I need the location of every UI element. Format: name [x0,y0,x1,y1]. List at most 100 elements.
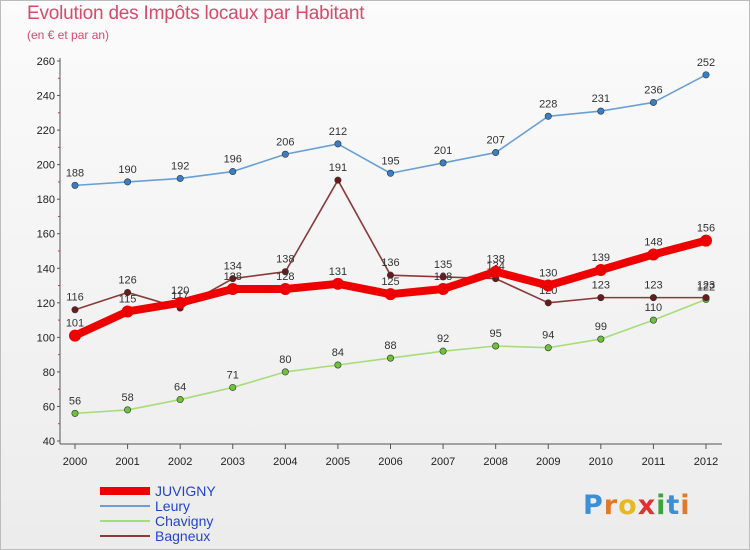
y-tick-label: 160 [37,229,55,241]
data-point-juvigny [226,283,239,295]
data-label-leury: 188 [66,167,84,179]
data-label-leury: 190 [118,164,136,176]
logo-letter: i [680,490,691,521]
y-tick-label: 100 [37,332,55,344]
y-tick-label: 180 [37,194,55,206]
legend-label: Leury [155,498,191,514]
x-tick-label: 2011 [642,456,666,468]
data-label-leury: 207 [486,135,504,147]
data-point-juvigny [647,248,660,261]
data-label-chavigny: 94 [542,330,554,342]
x-tick-label: 2005 [326,456,350,468]
data-point-chavigny [281,368,289,376]
legend-swatch [100,505,150,507]
proxiti-logo: Proxiti [583,490,691,521]
data-point-bagneux [71,306,79,314]
data-point-bagneux [281,268,289,276]
data-label-chavigny: 64 [174,382,186,394]
legend-swatch [100,487,150,495]
data-point-bagneux [386,271,394,279]
data-point-chavigny [176,396,184,404]
logo-letter: t [666,490,681,521]
data-point-juvigny [69,329,81,342]
x-tick-label: 2001 [115,456,139,468]
data-label-chavigny: 58 [121,392,133,404]
y-tick-label: 80 [43,367,55,379]
data-point-leury [439,159,447,167]
chart-title: Evolution des Impôts locaux par Habitant [27,3,365,24]
legend-swatch [100,520,150,522]
data-point-juvigny [279,283,292,295]
data-label-leury: 195 [381,155,399,167]
data-point-juvigny [594,264,607,276]
data-point-leury [649,98,657,106]
data-point-bagneux [544,299,552,307]
data-point-chavigny [649,316,657,324]
data-label-juvigny: 128 [276,271,294,283]
data-label-juvigny: 120 [171,285,189,297]
data-label-juvigny: 130 [539,268,557,280]
data-point-juvigny [121,305,134,318]
data-label-chavigny: 110 [645,302,663,314]
data-point-leury [229,168,237,176]
series-line-leury [74,74,707,187]
data-label-leury: 196 [224,154,242,166]
data-label-juvigny: 131 [329,266,347,278]
data-label-juvigny: 148 [644,236,662,248]
data-label-juvigny: 125 [381,276,399,288]
data-point-leury [597,107,605,115]
data-label-bagneux: 136 [381,257,399,269]
x-tick-label: 2012 [694,456,718,468]
data-label-juvigny: 156 [697,223,715,235]
data-label-chavigny: 80 [279,354,291,366]
data-point-chavigny [71,409,79,417]
data-label-leury: 231 [592,93,610,105]
data-label-juvigny: 101 [66,318,84,330]
data-point-juvigny [542,279,555,292]
chart-subtitle: (en € et par an) [27,28,110,42]
x-tick-label: 2000 [63,456,87,468]
data-point-leury [281,150,289,158]
data-label-bagneux: 123 [697,280,715,292]
data-label-chavigny: 88 [384,340,396,352]
logo-letter: r [603,490,619,521]
legend-label: Bagneux [155,528,211,544]
data-point-leury [544,112,552,120]
data-label-bagneux: 135 [434,259,452,271]
x-tick-label: 2007 [431,456,455,468]
data-point-leury [71,181,79,189]
data-point-juvigny [384,288,397,301]
data-point-chavigny [229,383,237,391]
data-label-chavigny: 56 [69,395,81,407]
data-label-chavigny: 122 [697,281,715,293]
data-point-bagneux [649,294,657,302]
data-label-juvigny: 128 [434,271,452,283]
y-tick-label: 220 [37,125,55,137]
data-label-bagneux: 126 [118,274,136,286]
data-point-bagneux [439,273,447,281]
data-label-leury: 206 [276,136,294,148]
data-point-leury [492,149,500,157]
data-point-chavigny [439,347,447,355]
data-label-chavigny: 92 [437,333,449,345]
y-tick-label: 120 [37,298,55,310]
data-label-bagneux: 138 [276,254,294,266]
x-tick-label: 2004 [273,456,297,468]
data-point-juvigny [437,283,450,295]
data-point-leury [176,174,184,182]
logo-letter: P [583,490,604,521]
data-label-juvigny: 138 [486,254,504,266]
data-label-chavigny: 84 [332,347,344,359]
data-label-leury: 228 [539,98,557,110]
data-point-chavigny [124,406,132,414]
logo-letter: i [656,490,667,521]
data-point-leury [334,140,342,148]
data-point-chavigny [492,342,500,350]
data-label-bagneux: 123 [644,280,662,292]
data-label-leury: 201 [434,145,452,157]
data-label-chavigny: 95 [490,328,502,340]
data-label-chavigny: 71 [227,369,239,381]
data-label-juvigny: 128 [224,271,242,283]
